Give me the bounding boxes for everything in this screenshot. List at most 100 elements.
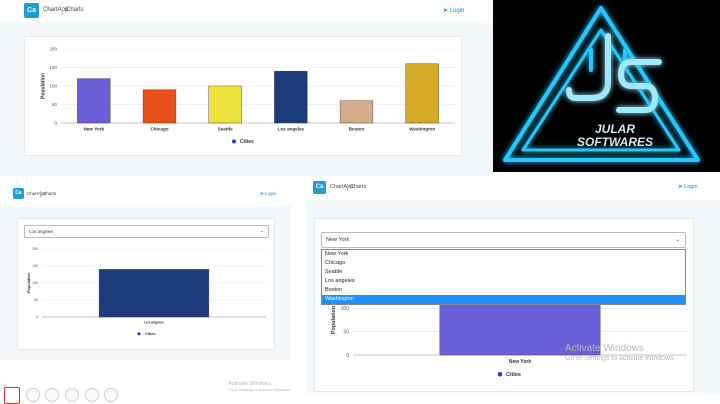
y-tick-label: 50 bbox=[34, 298, 38, 302]
y-tick-label: 100 bbox=[49, 84, 57, 89]
city-dropdown-list: New York Chicago Seattle Los angeles Boston W… bbox=[321, 249, 686, 305]
y-tick-label: 100 bbox=[341, 306, 350, 312]
nav-charts-link[interactable]: Charts bbox=[66, 7, 84, 13]
app-name[interactable]: ChartApp bbox=[43, 7, 69, 13]
app-pinned-icon[interactable] bbox=[4, 387, 20, 404]
city-select-la-value: Los angeles bbox=[29, 229, 54, 234]
bar-new-york bbox=[439, 298, 601, 356]
back-icon[interactable] bbox=[26, 388, 40, 402]
y-tick-label: 0 bbox=[346, 353, 349, 359]
x-tick-label: Chicago bbox=[150, 127, 168, 132]
legend-label: Cities bbox=[145, 331, 156, 336]
watermark-small-line2: Go to Settings to activate Windows. bbox=[228, 387, 292, 392]
chart-card-main: 0 50 100 150 200 Population New York Chicago Sea… bbox=[24, 36, 462, 156]
nav-charts-link-la[interactable]: Charts bbox=[43, 191, 57, 196]
city-select-ny-value: New York bbox=[326, 237, 350, 243]
dropdown-option[interactable]: Boston bbox=[325, 287, 343, 293]
login-label-ny: Login bbox=[684, 184, 698, 190]
bar-los-angeles bbox=[98, 269, 210, 318]
play-icon[interactable] bbox=[45, 388, 59, 402]
legend-label: Cities bbox=[506, 372, 521, 378]
y-axis-label: Population bbox=[26, 272, 31, 293]
x-tick-label: Boston bbox=[349, 127, 365, 132]
nav-separator bbox=[62, 7, 63, 15]
y-tick-label: 100 bbox=[32, 281, 38, 285]
app-name-ny[interactable]: ChartApp bbox=[330, 184, 354, 190]
dropdown-option[interactable]: Seattle bbox=[325, 269, 343, 275]
letter-s bbox=[616, 59, 662, 113]
dropdown-option[interactable]: Los angeles bbox=[325, 278, 355, 284]
logo-text-line1: JULAR bbox=[595, 122, 635, 136]
dropdown-option[interactable]: New York bbox=[325, 251, 349, 257]
activate-windows-watermark: Activate Windows Go to Settings to activ… bbox=[565, 343, 676, 362]
bar-chicago bbox=[142, 89, 177, 124]
bar-chart-la: 0 50 100 150 200 Population Los angeles Cities bbox=[26, 247, 266, 336]
login-icon-ny: ➤ bbox=[678, 184, 683, 190]
login-icon-la: ➤ bbox=[260, 191, 264, 196]
legend-marker bbox=[231, 139, 237, 144]
bar-washington bbox=[405, 63, 439, 124]
navbar-ny: Ca ChartApp Charts ➤ Login bbox=[306, 178, 720, 200]
nav-charts-link-ny[interactable]: Charts bbox=[350, 184, 367, 190]
y-tick-label: 150 bbox=[49, 65, 57, 70]
more-icon[interactable] bbox=[104, 388, 118, 402]
y-tick-label: 200 bbox=[32, 247, 38, 251]
brand-logo-ny[interactable]: Ca bbox=[313, 181, 326, 194]
chevron-down-icon: ⌄ bbox=[259, 228, 264, 234]
watermark-small-line1: Activate Windows bbox=[228, 381, 272, 387]
x-tick-label: Los angeles bbox=[278, 127, 305, 132]
bar-chart-main: 0 50 100 150 200 Population New York Chicago Sea… bbox=[40, 47, 455, 145]
brand-logo[interactable]: Ca bbox=[24, 3, 39, 18]
logo-text-line2: SOFTWARES bbox=[577, 135, 653, 149]
chart-card-ny: 0 50 100 Population New York Cities New York … bbox=[314, 218, 694, 392]
login-label-la: Login bbox=[265, 191, 277, 196]
x-tick-label: Seattle bbox=[218, 127, 234, 132]
login-label: Login bbox=[449, 8, 465, 14]
legend-marker bbox=[497, 372, 503, 377]
la-app-window: Ca ChartApp Charts ➤ Login Los angeles ⌄… bbox=[0, 182, 291, 360]
city-select-ny[interactable]: New York ⌄ bbox=[321, 232, 686, 248]
y-tick-label: 150 bbox=[32, 264, 38, 268]
ny-app-window: Ca ChartApp Charts ➤ Login 0 50 100 Populat… bbox=[306, 178, 720, 394]
bar-chart-ny: 0 50 100 Population New York Cities bbox=[331, 298, 687, 378]
dropdown-option[interactable]: Chicago bbox=[325, 260, 346, 266]
y-axis-label: Population bbox=[40, 73, 46, 99]
activate-windows-watermark-small: Activate Windows Go to Settings to activ… bbox=[228, 381, 291, 392]
main-app-window: Ca ChartApp Charts ➤ Login 0 50 100 150 200 P… bbox=[0, 0, 493, 176]
chart-card-la: Los angeles ⌄ 0 50 100 150 200 Population Los … bbox=[17, 218, 275, 350]
x-tick-label: New York bbox=[509, 359, 532, 365]
legend-marker bbox=[137, 332, 141, 336]
search-icon[interactable] bbox=[85, 388, 99, 402]
bar-seattle bbox=[208, 85, 242, 124]
nav-separator-ny bbox=[347, 184, 348, 191]
jular-logo: JULAR SOFTWARES bbox=[503, 6, 700, 162]
watermark-line2: Go to Settings to activate Windows. bbox=[565, 355, 676, 362]
y-tick-label: 0 bbox=[36, 315, 38, 319]
triangle-inner bbox=[521, 28, 681, 152]
y-tick-label: 50 bbox=[52, 102, 58, 107]
x-tick-label: Washington bbox=[409, 127, 435, 132]
login-link-ny[interactable]: ➤ Login bbox=[678, 184, 698, 190]
bottom-taskbar bbox=[0, 386, 130, 404]
legend-label: Cities bbox=[240, 139, 254, 145]
bar-los-angeles bbox=[274, 71, 308, 124]
navbar: Ca ChartApp Charts ➤ Login bbox=[0, 0, 493, 22]
login-link-la[interactable]: ➤ Login bbox=[260, 191, 276, 197]
y-tick-label: 50 bbox=[343, 329, 349, 335]
copy-icon[interactable] bbox=[65, 388, 79, 402]
y-tick-label: 200 bbox=[49, 47, 57, 52]
city-select-la[interactable]: Los angeles ⌄ bbox=[24, 225, 269, 238]
x-tick-label: Los angeles bbox=[144, 320, 164, 324]
letter-j bbox=[566, 33, 611, 101]
login-link[interactable]: ➤ Login bbox=[443, 7, 464, 14]
login-icon: ➤ bbox=[443, 8, 449, 14]
logo-strokes bbox=[589, 48, 627, 72]
app-name-la[interactable]: ChartApp bbox=[27, 191, 47, 196]
jular-logo-panel: JULAR SOFTWARES bbox=[493, 0, 720, 172]
bar-boston bbox=[339, 100, 374, 124]
dropdown-option[interactable]: Washington bbox=[322, 295, 685, 304]
y-axis-label: Population bbox=[331, 305, 337, 334]
y-tick-label: 0 bbox=[54, 121, 57, 126]
brand-logo-la[interactable]: Ca bbox=[13, 188, 24, 199]
bar-new-york bbox=[77, 78, 111, 124]
